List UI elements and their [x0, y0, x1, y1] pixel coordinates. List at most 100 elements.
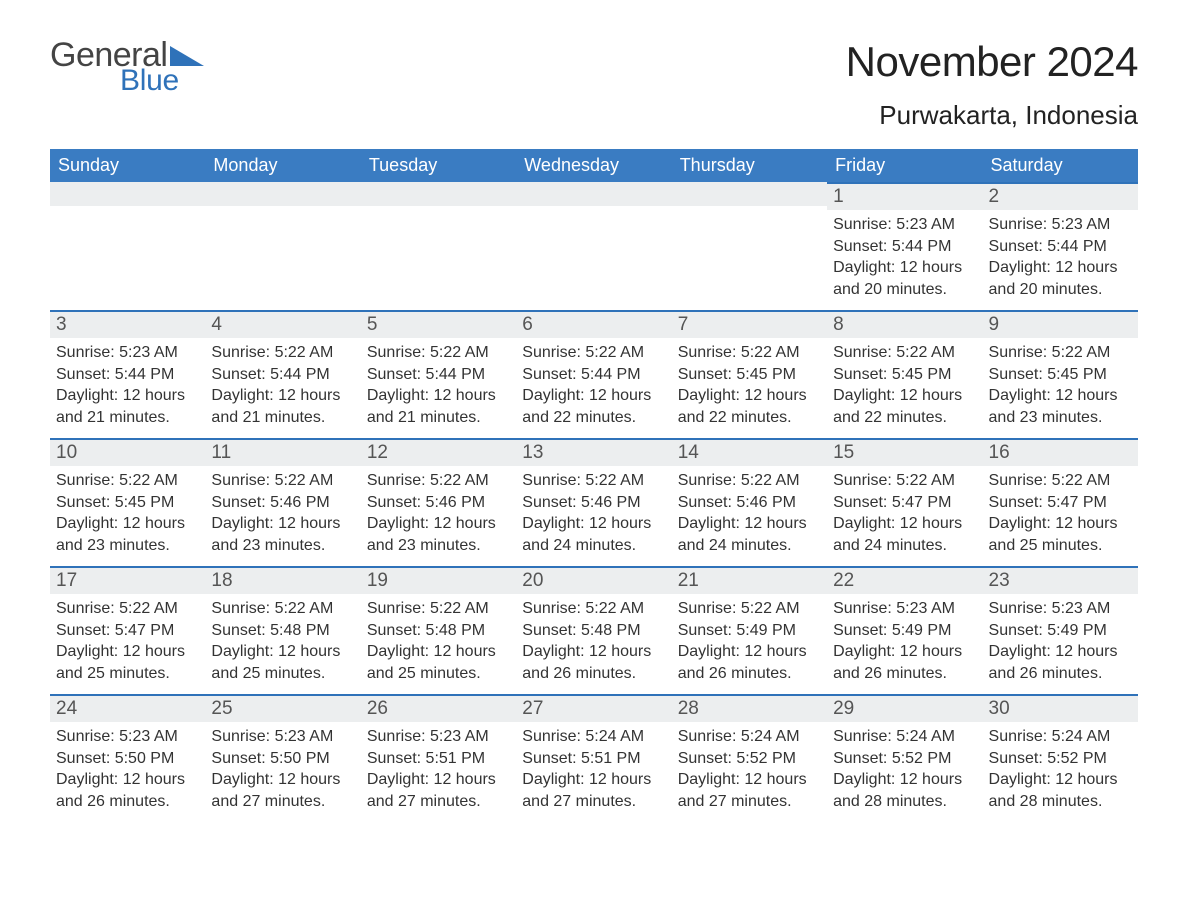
calendar-week-row: 10Sunrise: 5:22 AMSunset: 5:45 PMDayligh…	[50, 438, 1138, 566]
sunset-text: Sunset: 5:48 PM	[522, 620, 665, 642]
daylight-text: Daylight: 12 hours and 26 minutes.	[989, 641, 1132, 684]
calendar-table: SundayMondayTuesdayWednesdayThursdayFrid…	[50, 149, 1138, 822]
sunset-text: Sunset: 5:46 PM	[522, 492, 665, 514]
day-info: Sunrise: 5:22 AMSunset: 5:46 PMDaylight:…	[516, 466, 671, 556]
brand-triangle-icon	[170, 46, 204, 66]
calendar-day-cell: 20Sunrise: 5:22 AMSunset: 5:48 PMDayligh…	[516, 566, 671, 694]
sunrise-text: Sunrise: 5:22 AM	[678, 598, 821, 620]
daylight-text: Daylight: 12 hours and 23 minutes.	[56, 513, 199, 556]
calendar-day-cell: 24Sunrise: 5:23 AMSunset: 5:50 PMDayligh…	[50, 694, 205, 822]
day-info: Sunrise: 5:22 AMSunset: 5:47 PMDaylight:…	[827, 466, 982, 556]
sunset-text: Sunset: 5:45 PM	[56, 492, 199, 514]
day-info: Sunrise: 5:22 AMSunset: 5:46 PMDaylight:…	[361, 466, 516, 556]
day-number: 25	[205, 696, 360, 722]
sunrise-text: Sunrise: 5:23 AM	[833, 598, 976, 620]
daylight-text: Daylight: 12 hours and 26 minutes.	[522, 641, 665, 684]
day-number: 5	[361, 312, 516, 338]
sunset-text: Sunset: 5:45 PM	[678, 364, 821, 386]
sunrise-text: Sunrise: 5:23 AM	[56, 342, 199, 364]
sunrise-text: Sunrise: 5:24 AM	[989, 726, 1132, 748]
day-number: 6	[516, 312, 671, 338]
sunrise-text: Sunrise: 5:22 AM	[367, 598, 510, 620]
day-info: Sunrise: 5:24 AMSunset: 5:52 PMDaylight:…	[983, 722, 1138, 812]
day-info: Sunrise: 5:22 AMSunset: 5:44 PMDaylight:…	[205, 338, 360, 428]
sunrise-text: Sunrise: 5:24 AM	[522, 726, 665, 748]
calendar-day-cell: 3Sunrise: 5:23 AMSunset: 5:44 PMDaylight…	[50, 310, 205, 438]
sunrise-text: Sunrise: 5:22 AM	[989, 470, 1132, 492]
sunrise-text: Sunrise: 5:22 AM	[56, 598, 199, 620]
calendar-day-cell: 6Sunrise: 5:22 AMSunset: 5:44 PMDaylight…	[516, 310, 671, 438]
calendar-page: General Blue November 2024 Purwakarta, I…	[0, 0, 1188, 918]
daylight-text: Daylight: 12 hours and 25 minutes.	[367, 641, 510, 684]
day-number: 29	[827, 696, 982, 722]
sunrise-text: Sunrise: 5:22 AM	[56, 470, 199, 492]
day-number: 27	[516, 696, 671, 722]
calendar-day-cell: 22Sunrise: 5:23 AMSunset: 5:49 PMDayligh…	[827, 566, 982, 694]
day-info: Sunrise: 5:22 AMSunset: 5:48 PMDaylight:…	[361, 594, 516, 684]
daylight-text: Daylight: 12 hours and 21 minutes.	[211, 385, 354, 428]
daylight-text: Daylight: 12 hours and 26 minutes.	[56, 769, 199, 812]
day-number: 7	[672, 312, 827, 338]
daylight-text: Daylight: 12 hours and 22 minutes.	[522, 385, 665, 428]
calendar-empty-cell	[205, 182, 360, 310]
day-info: Sunrise: 5:22 AMSunset: 5:44 PMDaylight:…	[516, 338, 671, 428]
sunrise-text: Sunrise: 5:22 AM	[367, 342, 510, 364]
daylight-text: Daylight: 12 hours and 24 minutes.	[678, 513, 821, 556]
calendar-empty-cell	[361, 182, 516, 310]
day-info: Sunrise: 5:23 AMSunset: 5:51 PMDaylight:…	[361, 722, 516, 812]
sunset-text: Sunset: 5:44 PM	[522, 364, 665, 386]
sunset-text: Sunset: 5:47 PM	[989, 492, 1132, 514]
day-number: 26	[361, 696, 516, 722]
daylight-text: Daylight: 12 hours and 28 minutes.	[833, 769, 976, 812]
daylight-text: Daylight: 12 hours and 23 minutes.	[211, 513, 354, 556]
sunrise-text: Sunrise: 5:23 AM	[833, 214, 976, 236]
day-number: 4	[205, 312, 360, 338]
day-info: Sunrise: 5:23 AMSunset: 5:44 PMDaylight:…	[50, 338, 205, 428]
day-info: Sunrise: 5:22 AMSunset: 5:45 PMDaylight:…	[50, 466, 205, 556]
calendar-day-cell: 12Sunrise: 5:22 AMSunset: 5:46 PMDayligh…	[361, 438, 516, 566]
calendar-day-cell: 25Sunrise: 5:23 AMSunset: 5:50 PMDayligh…	[205, 694, 360, 822]
day-number: 11	[205, 440, 360, 466]
sunrise-text: Sunrise: 5:22 AM	[522, 342, 665, 364]
brand-word-2: Blue	[120, 66, 204, 96]
calendar-empty-cell	[516, 182, 671, 310]
header-bar: General Blue November 2024 Purwakarta, I…	[50, 38, 1138, 131]
weekday-header: Thursday	[672, 149, 827, 182]
calendar-day-cell: 18Sunrise: 5:22 AMSunset: 5:48 PMDayligh…	[205, 566, 360, 694]
sunset-text: Sunset: 5:52 PM	[678, 748, 821, 770]
sunset-text: Sunset: 5:50 PM	[56, 748, 199, 770]
sunrise-text: Sunrise: 5:22 AM	[211, 470, 354, 492]
weekday-header: Monday	[205, 149, 360, 182]
weekday-header: Saturday	[983, 149, 1138, 182]
sunrise-text: Sunrise: 5:23 AM	[989, 598, 1132, 620]
daylight-text: Daylight: 12 hours and 23 minutes.	[367, 513, 510, 556]
day-info: Sunrise: 5:23 AMSunset: 5:49 PMDaylight:…	[827, 594, 982, 684]
sunset-text: Sunset: 5:49 PM	[678, 620, 821, 642]
sunset-text: Sunset: 5:45 PM	[833, 364, 976, 386]
day-number: 17	[50, 568, 205, 594]
calendar-day-cell: 21Sunrise: 5:22 AMSunset: 5:49 PMDayligh…	[672, 566, 827, 694]
calendar-day-cell: 8Sunrise: 5:22 AMSunset: 5:45 PMDaylight…	[827, 310, 982, 438]
sunset-text: Sunset: 5:49 PM	[833, 620, 976, 642]
sunset-text: Sunset: 5:44 PM	[989, 236, 1132, 258]
sunset-text: Sunset: 5:44 PM	[211, 364, 354, 386]
day-number: 22	[827, 568, 982, 594]
day-number: 1	[827, 184, 982, 210]
daylight-text: Daylight: 12 hours and 27 minutes.	[367, 769, 510, 812]
location-subtitle: Purwakarta, Indonesia	[846, 100, 1138, 131]
calendar-day-cell: 29Sunrise: 5:24 AMSunset: 5:52 PMDayligh…	[827, 694, 982, 822]
day-info: Sunrise: 5:22 AMSunset: 5:47 PMDaylight:…	[983, 466, 1138, 556]
calendar-day-cell: 27Sunrise: 5:24 AMSunset: 5:51 PMDayligh…	[516, 694, 671, 822]
day-info: Sunrise: 5:22 AMSunset: 5:45 PMDaylight:…	[983, 338, 1138, 428]
sunrise-text: Sunrise: 5:23 AM	[56, 726, 199, 748]
daylight-text: Daylight: 12 hours and 20 minutes.	[833, 257, 976, 300]
day-number: 30	[983, 696, 1138, 722]
day-info: Sunrise: 5:22 AMSunset: 5:49 PMDaylight:…	[672, 594, 827, 684]
calendar-week-row: 17Sunrise: 5:22 AMSunset: 5:47 PMDayligh…	[50, 566, 1138, 694]
day-info: Sunrise: 5:22 AMSunset: 5:46 PMDaylight:…	[672, 466, 827, 556]
brand-logo: General Blue	[50, 38, 204, 96]
calendar-day-cell: 11Sunrise: 5:22 AMSunset: 5:46 PMDayligh…	[205, 438, 360, 566]
day-info: Sunrise: 5:23 AMSunset: 5:50 PMDaylight:…	[205, 722, 360, 812]
daylight-text: Daylight: 12 hours and 25 minutes.	[56, 641, 199, 684]
sunset-text: Sunset: 5:44 PM	[833, 236, 976, 258]
